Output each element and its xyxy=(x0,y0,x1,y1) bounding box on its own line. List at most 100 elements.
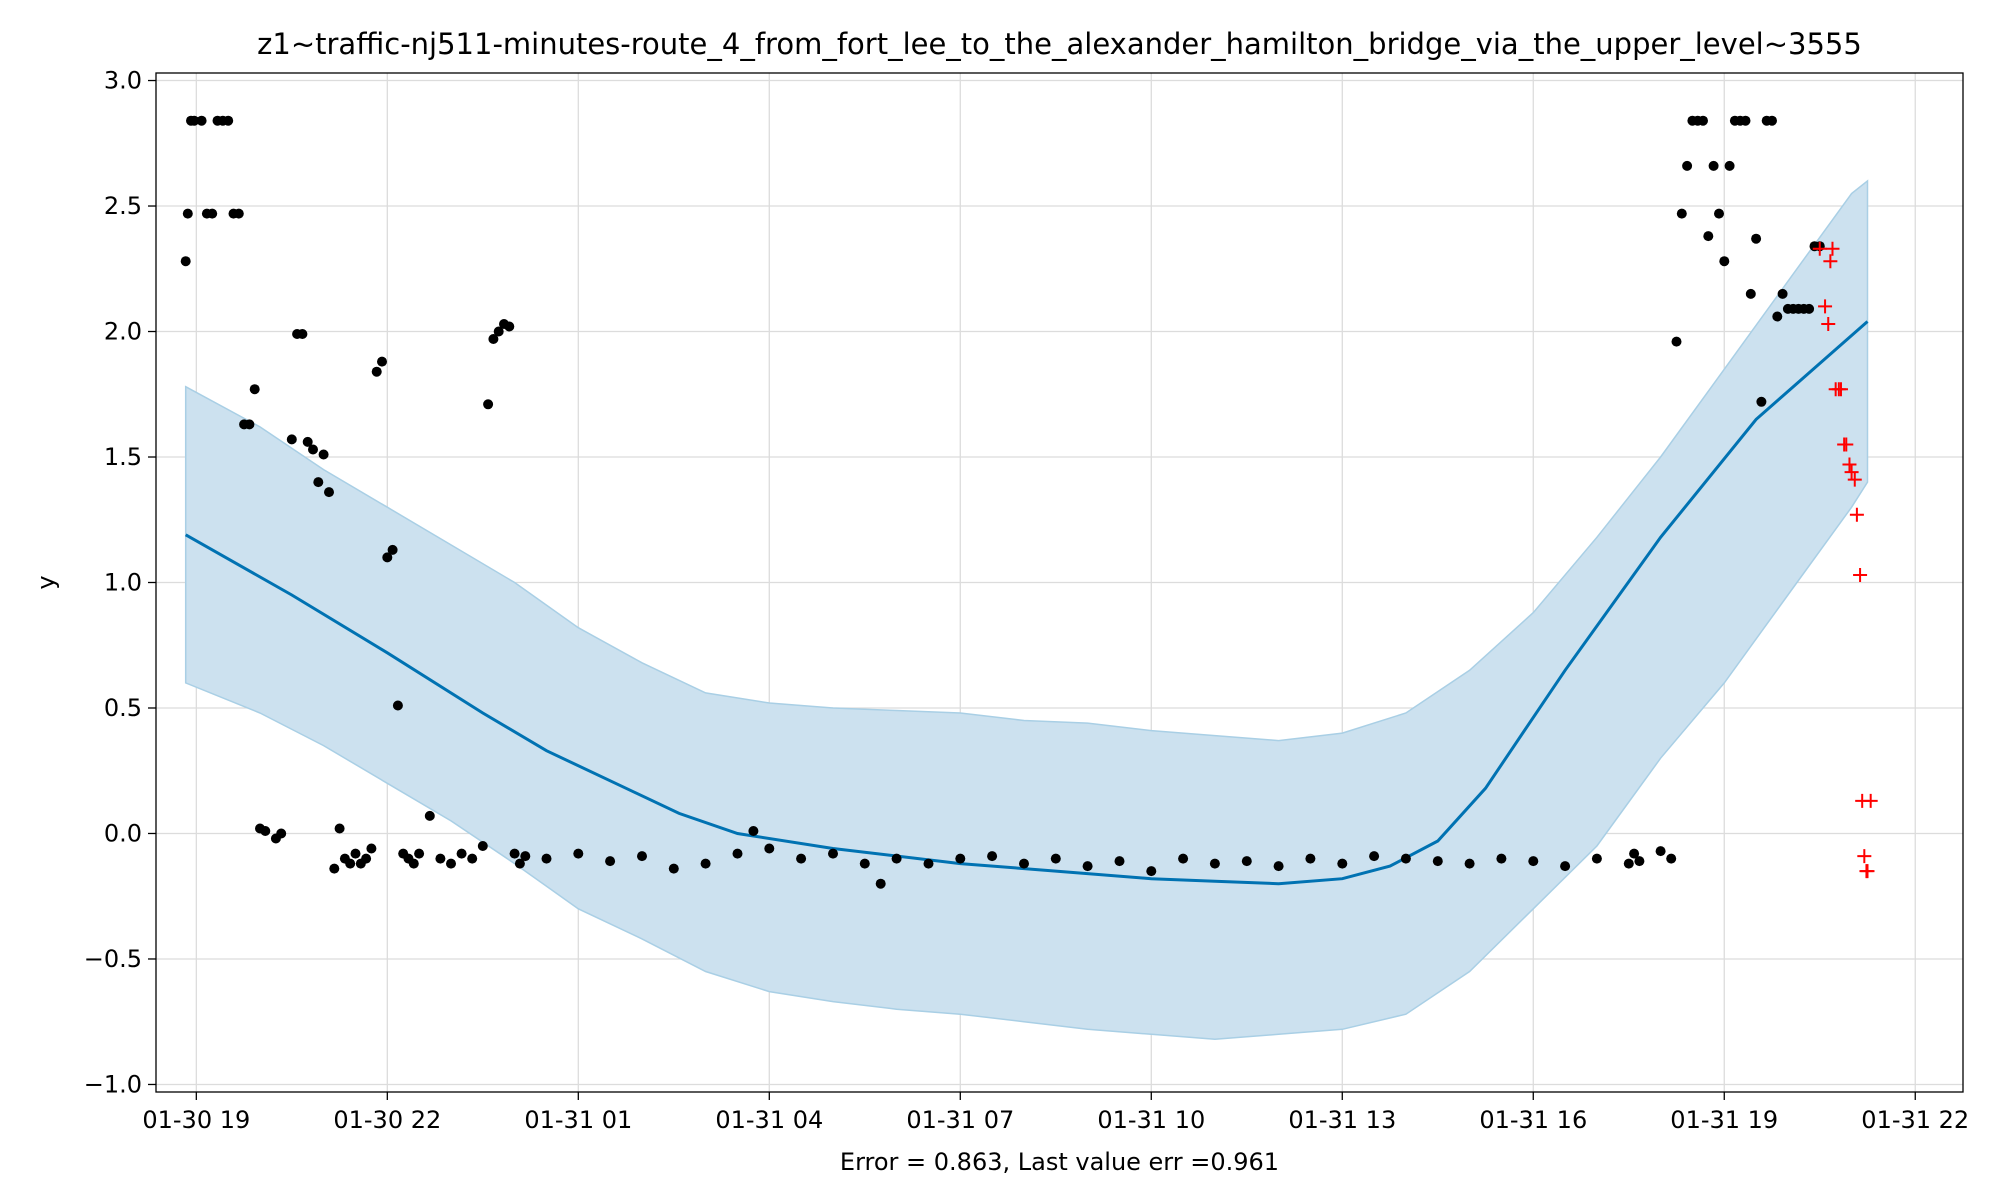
future-point xyxy=(1857,849,1872,864)
observed-point xyxy=(1708,160,1719,171)
observed-point xyxy=(297,329,308,339)
observed-point xyxy=(223,115,234,126)
observed-point xyxy=(1745,288,1756,299)
observed-point xyxy=(987,851,998,862)
observed-point xyxy=(424,810,435,821)
observed-point xyxy=(573,848,584,859)
observed-point xyxy=(732,848,743,859)
observed-point xyxy=(1671,336,1682,347)
x-tick-label: 01-31 01 xyxy=(524,1106,632,1134)
observed-point xyxy=(371,366,382,377)
observed-point xyxy=(1591,853,1602,864)
observed-point xyxy=(392,700,403,711)
observed-point xyxy=(488,334,499,344)
observed-point xyxy=(1082,861,1093,872)
x-tick-label: 01-30 22 xyxy=(333,1106,441,1134)
observed-point xyxy=(1756,396,1767,407)
observed-point xyxy=(1146,866,1157,877)
x-tick-label: 01-31 22 xyxy=(1861,1106,1969,1134)
observed-point xyxy=(637,851,647,862)
observed-point xyxy=(286,434,297,445)
observed-point xyxy=(334,823,345,834)
observed-point xyxy=(1682,160,1693,171)
observed-point xyxy=(1740,115,1751,126)
observed-point xyxy=(700,858,711,869)
observed-point xyxy=(504,321,515,332)
observed-point xyxy=(493,326,504,337)
observed-point xyxy=(875,878,886,889)
y-tick-label: 1.0 xyxy=(104,569,142,597)
observed-point xyxy=(1655,846,1666,857)
observed-point xyxy=(182,208,193,219)
observed-point xyxy=(1634,856,1645,867)
observed-point xyxy=(361,853,372,864)
y-tick-label: −0.5 xyxy=(84,945,142,973)
observed-point xyxy=(1369,851,1380,862)
observed-point xyxy=(387,544,398,555)
observed-point xyxy=(483,399,494,410)
observed-point xyxy=(1666,853,1677,864)
observed-point xyxy=(302,436,313,447)
observed-point xyxy=(467,853,478,864)
observed-point xyxy=(923,858,934,869)
observed-point xyxy=(509,848,520,859)
future-point xyxy=(1839,437,1854,452)
observed-point xyxy=(313,477,324,488)
observed-point xyxy=(196,115,207,126)
observed-point xyxy=(1629,848,1640,859)
y-tick-label: 2.0 xyxy=(104,318,142,346)
observed-point xyxy=(1751,233,1762,244)
future-point xyxy=(1847,472,1862,487)
x-axis-label: Error = 0.863, Last value err =0.961 xyxy=(840,1148,1279,1176)
observed-point xyxy=(366,843,377,854)
observed-point xyxy=(955,853,966,864)
chart-title: z1~traffic-nj511-minutes-route_4_from_fo… xyxy=(257,27,1862,61)
future-point xyxy=(1823,254,1838,269)
observed-point xyxy=(1019,858,1029,869)
observed-point xyxy=(1400,853,1411,864)
future-point xyxy=(1844,465,1859,480)
x-tick-label: 01-31 04 xyxy=(715,1106,823,1134)
observed-point xyxy=(1714,208,1724,219)
observed-point xyxy=(408,858,419,869)
observed-point xyxy=(377,356,387,367)
observed-point xyxy=(456,848,467,859)
observed-point xyxy=(1772,311,1783,322)
y-tick-label: 3.0 xyxy=(104,67,142,95)
observed-point xyxy=(1273,861,1284,872)
observed-point xyxy=(1560,861,1571,872)
y-axis-ticks: 3.0 2.5 2.0 1.5 1.0 0.5 0.0 −0.5 −1.0 xyxy=(84,67,156,1098)
future-point xyxy=(1825,241,1840,256)
observed-point xyxy=(350,848,361,859)
observed-point xyxy=(435,853,446,864)
future-point xyxy=(1860,864,1875,879)
observed-point xyxy=(324,487,334,498)
observed-point xyxy=(308,444,318,455)
observed-points xyxy=(180,115,1825,889)
future-point xyxy=(1863,793,1878,808)
observed-point xyxy=(260,826,271,836)
y-tick-label: 0.5 xyxy=(104,694,142,722)
observed-point xyxy=(207,208,218,219)
observed-point xyxy=(828,848,838,859)
x-tick-label: 01-31 19 xyxy=(1670,1106,1778,1134)
observed-point xyxy=(668,863,679,874)
observed-point xyxy=(1623,858,1634,869)
observed-point xyxy=(446,858,456,869)
observed-point xyxy=(1337,858,1348,869)
future-point xyxy=(1853,567,1868,582)
future-point xyxy=(1849,507,1864,522)
observed-point xyxy=(477,841,488,851)
observed-point xyxy=(541,853,552,864)
observed-point xyxy=(1432,856,1443,867)
observed-point xyxy=(345,858,356,869)
observed-point xyxy=(1676,208,1687,219)
observed-point xyxy=(1114,856,1125,867)
observed-point xyxy=(1703,231,1714,242)
observed-point xyxy=(1528,856,1539,867)
future-points xyxy=(1812,241,1878,879)
observed-point xyxy=(1496,853,1507,864)
x-axis-ticks: 01-30 19 01-30 22 01-31 01 01-31 04 01-31 07… xyxy=(142,1092,1969,1134)
observed-point xyxy=(1719,256,1730,267)
